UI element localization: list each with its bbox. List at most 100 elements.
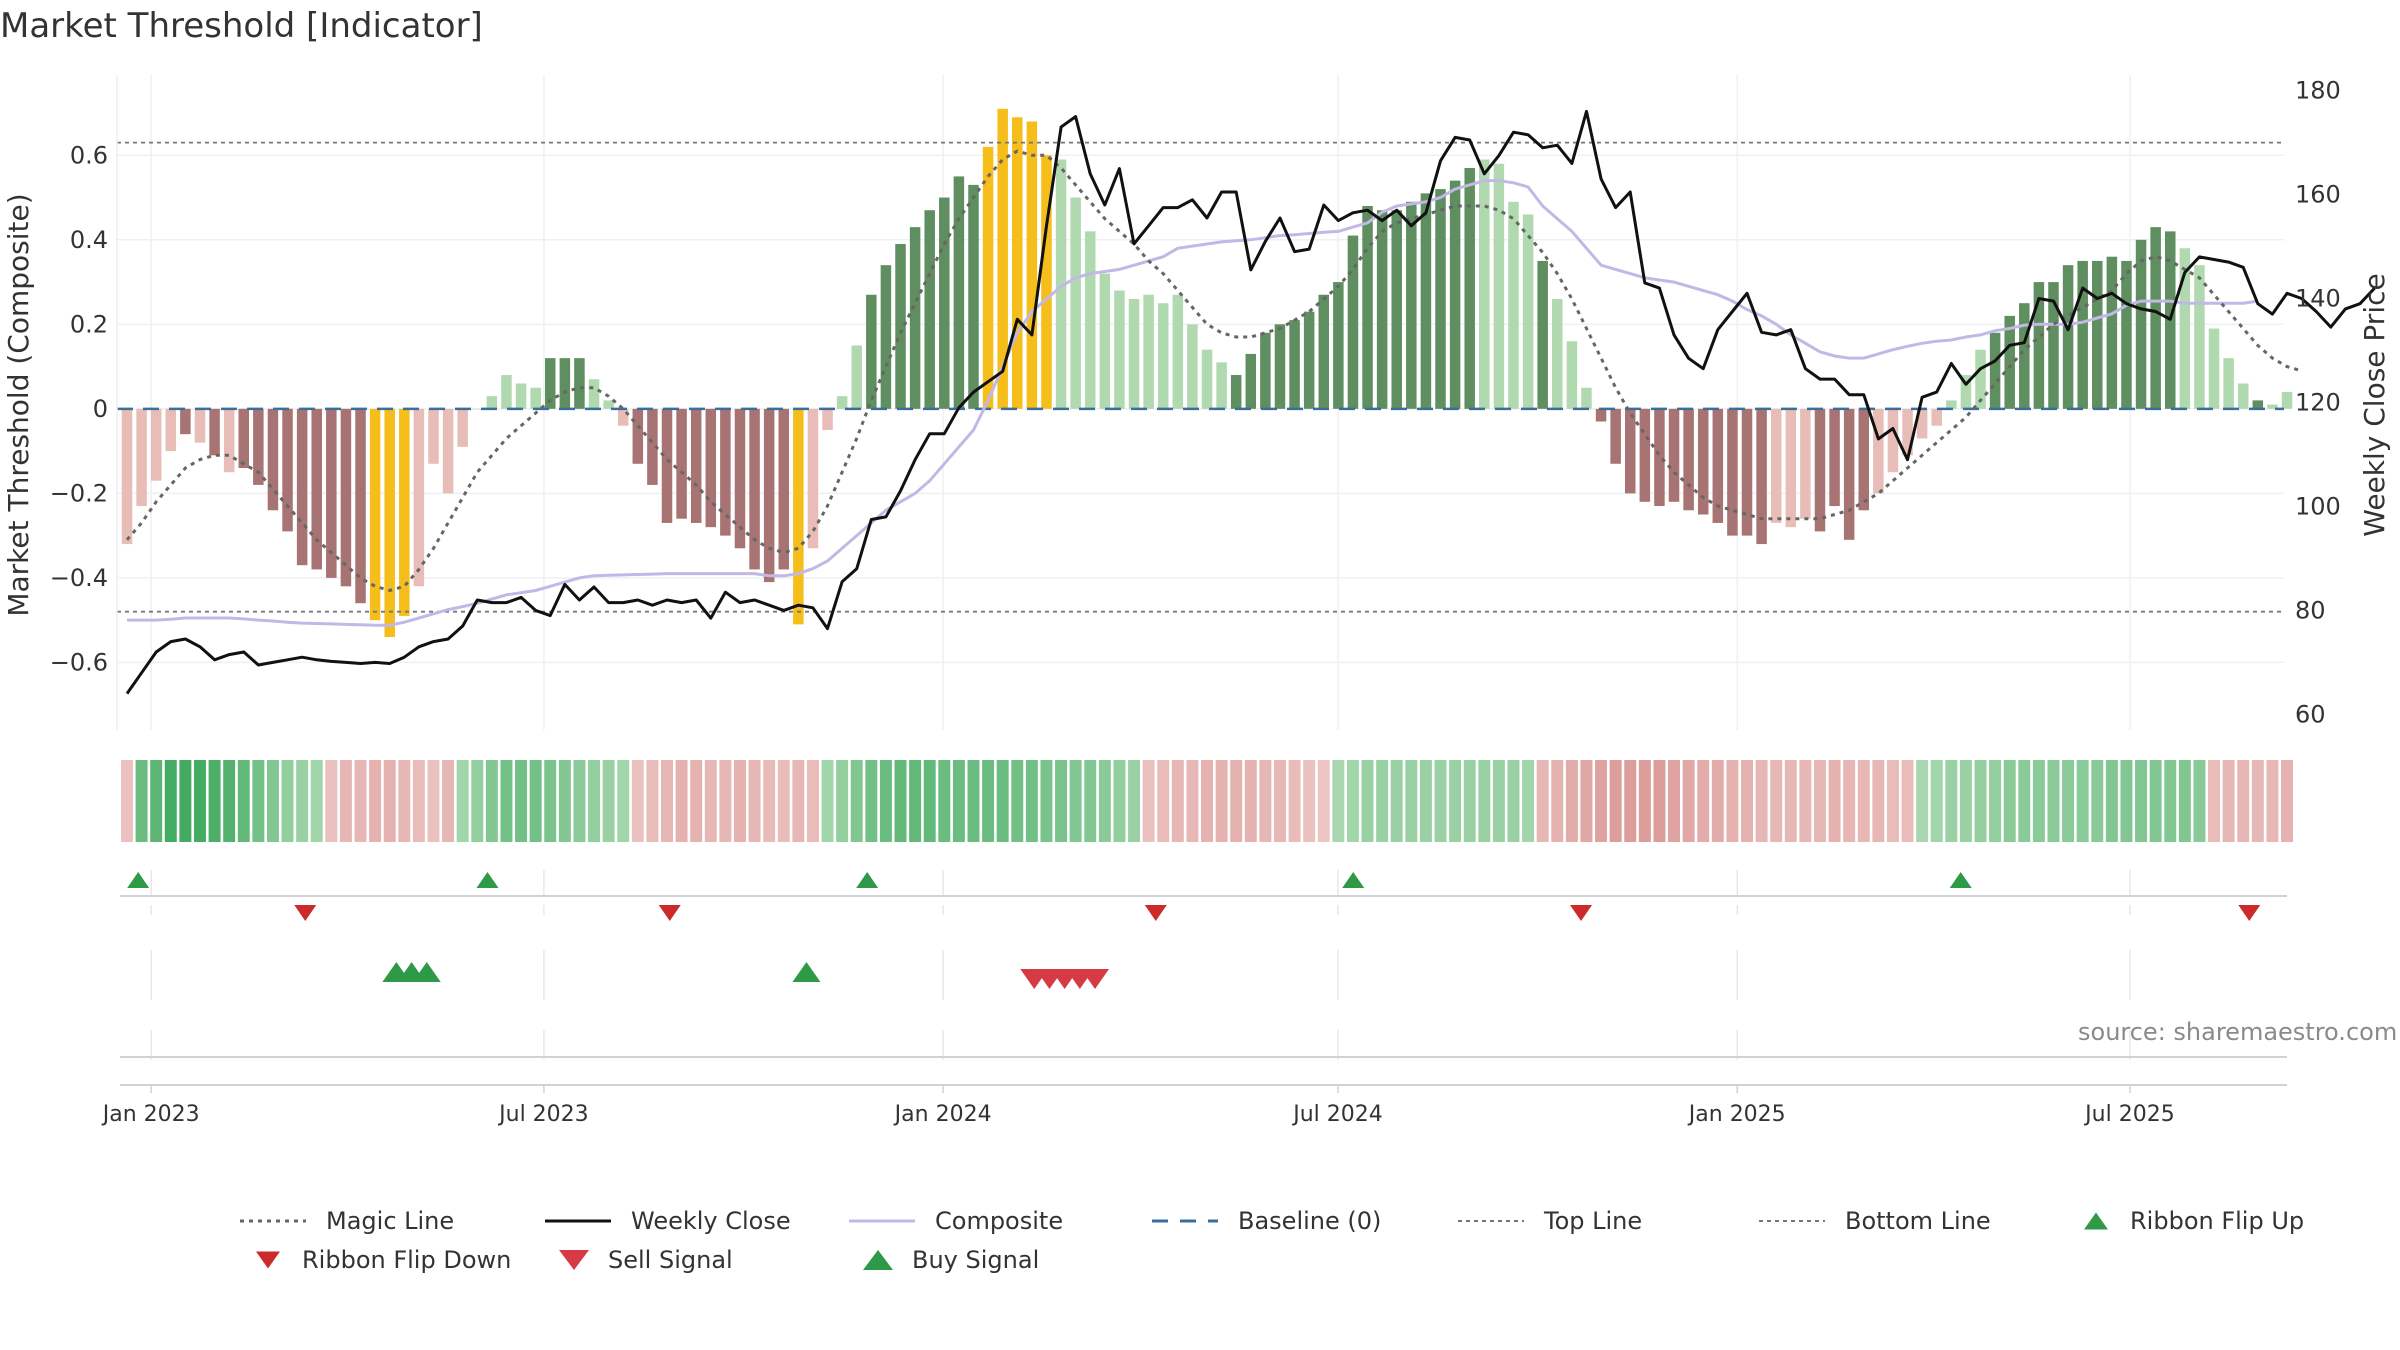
ribbon-cell — [1726, 760, 1739, 842]
ribbon-cell — [135, 760, 148, 842]
histogram-bar — [880, 265, 892, 409]
histogram-bar — [1449, 180, 1461, 409]
ribbon-cell — [2105, 760, 2118, 842]
histogram-bar — [895, 244, 906, 409]
ribbon-cell — [1609, 760, 1622, 842]
ribbon-cell — [1872, 760, 1885, 842]
histogram-bar — [413, 408, 425, 587]
ribbon-cell — [1492, 760, 1505, 842]
ribbon-flip-down-marker — [658, 905, 681, 921]
ribbon-cell — [879, 760, 892, 842]
histogram-bar — [1800, 408, 1811, 519]
ribbon-cell — [1930, 760, 1943, 842]
ribbon-cell — [1055, 760, 1068, 842]
histogram-bar — [1464, 167, 1475, 409]
ribbon-flip-down-marker — [1570, 905, 1593, 921]
ribbon-cell — [2222, 760, 2235, 842]
histogram-bar — [2019, 303, 2030, 409]
right-tick-label: 100 — [2295, 492, 2341, 520]
buy-signal-marker — [412, 962, 441, 982]
ribbon-cell — [515, 760, 528, 842]
ribbon-cell — [806, 760, 819, 842]
histogram-bar — [223, 408, 235, 473]
ribbon-cell — [121, 760, 133, 842]
histogram-bar — [1157, 303, 1169, 409]
ribbon-cell — [982, 760, 995, 842]
histogram-bar — [1727, 408, 1738, 536]
ribbon-cell — [1346, 760, 1359, 842]
ribbon-cell — [1186, 760, 1199, 842]
ribbon-cell — [558, 760, 571, 842]
histogram-bar — [1887, 408, 1899, 473]
ribbon-cell — [1595, 760, 1608, 842]
histogram-bar — [253, 408, 264, 485]
histogram-bar — [311, 408, 322, 570]
histogram-bar — [924, 210, 935, 409]
ribbon-cell — [865, 760, 878, 842]
ribbon-cell — [1828, 760, 1841, 842]
histogram-bar — [2135, 239, 2147, 409]
histogram-bar — [1055, 159, 1067, 409]
ribbon-cell — [2047, 760, 2060, 842]
ribbon-cell — [748, 760, 761, 842]
buy-signal-marker — [792, 962, 821, 982]
ribbon-cell — [1113, 760, 1126, 842]
ribbon-cell — [2251, 760, 2264, 842]
ribbon-flip-up-marker — [127, 872, 150, 888]
histogram-bar — [647, 408, 658, 485]
ribbon-cell — [1945, 760, 1958, 842]
histogram-bar — [851, 345, 862, 409]
histogram-bar — [296, 408, 308, 566]
histogram-bar — [1230, 375, 1242, 409]
histogram-bar — [1814, 408, 1826, 532]
x-tick-label: Jan 2024 — [893, 1102, 992, 1127]
right-tick-label: 120 — [2295, 389, 2341, 417]
histogram-bar — [1391, 210, 1402, 409]
histogram-bar — [340, 408, 352, 587]
ribbon-cell — [923, 760, 936, 842]
ribbon-cell — [1565, 760, 1578, 842]
histogram-bar — [2106, 256, 2118, 409]
ribbon-cell — [2164, 760, 2177, 842]
ribbon-cell — [1653, 760, 1666, 842]
ribbon-cell — [850, 760, 863, 842]
ribbon-cell — [1142, 760, 1155, 842]
ribbon-cell — [602, 760, 615, 842]
ribbon-cell — [1171, 760, 1184, 842]
ribbon-cell — [2135, 760, 2148, 842]
ribbon-cell — [179, 760, 192, 842]
ribbon-flip-down-marker — [294, 905, 317, 921]
histogram-bar — [2267, 404, 2278, 409]
right-tick-label: 160 — [2295, 181, 2341, 209]
ribbon-cell — [164, 760, 177, 842]
histogram-bar — [472, 408, 483, 410]
ribbon-cell — [836, 760, 849, 842]
histogram-bar — [2179, 248, 2191, 409]
ribbon-cell — [1668, 760, 1681, 842]
histogram-bar — [1902, 408, 1913, 456]
histogram-bar — [238, 408, 250, 468]
histogram-bar — [968, 184, 979, 409]
main-panel — [117, 108, 2376, 695]
ribbon-cell — [1974, 760, 1987, 842]
histogram-bar — [1099, 273, 1111, 409]
ribbon-cell — [1886, 760, 1899, 842]
ribbon-cell — [2178, 760, 2191, 842]
ribbon-cell — [617, 760, 630, 842]
ribbon-cell — [1770, 760, 1783, 842]
histogram-bar — [2194, 265, 2205, 409]
ribbon-cell — [763, 760, 776, 842]
histogram-bar — [676, 408, 687, 519]
right-tick-label: 140 — [2295, 285, 2341, 313]
histogram-bar — [1552, 298, 1563, 409]
histogram-bar — [1420, 193, 1432, 409]
ribbon-flip-up-marker — [1949, 872, 1972, 888]
histogram-bar — [1654, 408, 1665, 507]
histogram-bar — [603, 400, 614, 409]
histogram-bar — [866, 294, 877, 409]
histogram-bar — [734, 408, 746, 549]
right-tick-label: 180 — [2295, 77, 2341, 105]
ribbon-cell — [1901, 760, 1914, 842]
ribbon-cell — [1711, 760, 1724, 842]
